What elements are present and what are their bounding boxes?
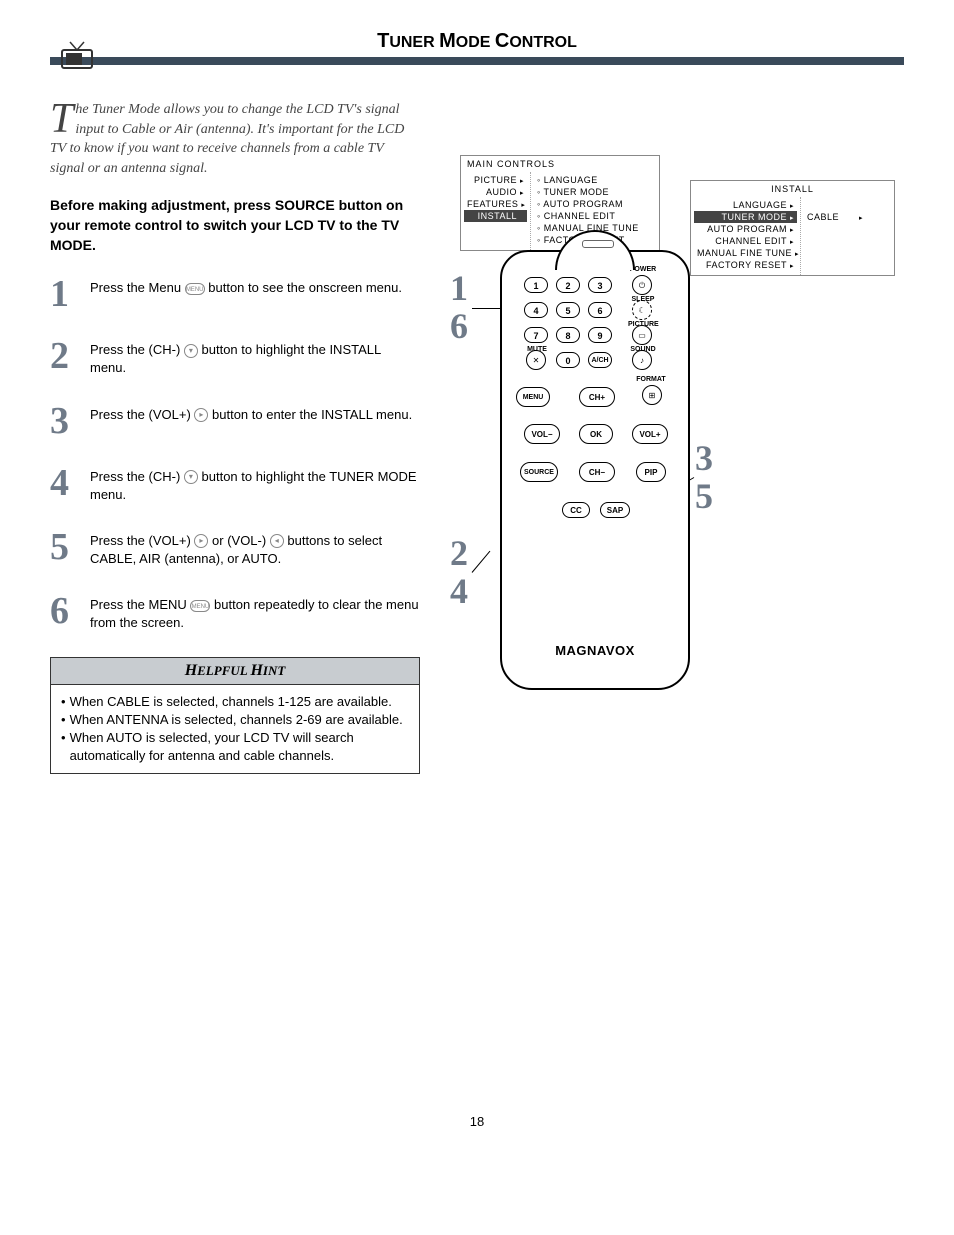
hint-bullet: When CABLE is selected, channels 1-125 a…	[61, 693, 409, 711]
callout-5: 5	[695, 478, 713, 514]
remote: 1 2 3 ⏻ POWER 4 5 6 ☾ SLEEP 7 8	[500, 230, 690, 690]
hint-box: HELPFUL HINT When CABLE is selected, cha…	[50, 657, 420, 775]
down-icon: ▾	[184, 470, 198, 484]
step-number: 6	[50, 592, 90, 630]
remote-source-btn[interactable]: SOURCE	[520, 462, 558, 482]
step-text: Press the Menu MENU button to see the on…	[90, 275, 420, 297]
tv-icon	[60, 40, 94, 73]
down-icon: ▾	[184, 344, 198, 358]
remote-ir-window	[555, 230, 635, 270]
remote-btn-1[interactable]: 1	[524, 277, 548, 293]
remote-btn-2[interactable]: 2	[556, 277, 580, 293]
remote-btn-4[interactable]: 4	[524, 302, 548, 318]
left-column: The Tuner Mode allows you to change the …	[50, 100, 420, 774]
remote-sound-btn[interactable]: ♪	[632, 350, 652, 370]
step-number: 5	[50, 528, 90, 566]
remote-brand: MAGNAVOX	[502, 643, 688, 658]
menu-item: PICTURE▸	[467, 174, 524, 186]
menu-icon: MENU	[190, 600, 210, 612]
hint-bullet: When AUTO is selected, your LCD TV will …	[61, 729, 409, 765]
step-text: Press the MENU MENU button repeatedly to…	[90, 592, 420, 632]
callout-1: 1	[450, 270, 468, 306]
step-3: 3 Press the (VOL+) ▸ button to enter the…	[50, 402, 420, 440]
remote-btn-5[interactable]: 5	[556, 302, 580, 318]
remote-sap-btn[interactable]: SAP	[600, 502, 630, 518]
menu-title: INSTALL	[691, 181, 894, 197]
page: TUNER MODE CONTROL The Tuner Mode allows…	[0, 0, 954, 1149]
page-title: TUNER MODE CONTROL	[50, 30, 904, 65]
menu-title: MAIN CONTROLS	[461, 156, 659, 172]
menu-item: FEATURES▸	[467, 198, 524, 210]
right-icon: ▸	[194, 534, 208, 548]
intro-text: The Tuner Mode allows you to change the …	[50, 100, 420, 178]
page-number: 18	[50, 1114, 904, 1129]
menu-item: ◦ TUNER MODE	[537, 186, 639, 198]
step-1: 1 Press the Menu MENU button to see the …	[50, 275, 420, 313]
left-icon: ◂	[270, 534, 284, 548]
menu-icon: MENU	[185, 283, 205, 295]
menu-item: LANGUAGE▸	[697, 199, 794, 211]
step-6: 6 Press the MENU MENU button repeatedly …	[50, 592, 420, 632]
step-2: 2 Press the (CH-) ▾ button to highlight …	[50, 337, 420, 377]
step-5: 5 Press the (VOL+) ▸ or (VOL-) ◂ buttons…	[50, 528, 420, 568]
hint-bullet: When ANTENNA is selected, channels 2-69 …	[61, 711, 409, 729]
remote-ach-btn[interactable]: A/CH	[588, 352, 612, 368]
menu-item-selected: INSTALL▸	[464, 210, 527, 222]
remote-btn-6[interactable]: 6	[588, 302, 612, 318]
remote-chminus-btn[interactable]: CH−	[579, 462, 615, 482]
callout-6: 6	[450, 308, 468, 344]
step-text: Press the (CH-) ▾ button to highlight th…	[90, 464, 420, 504]
content: The Tuner Mode allows you to change the …	[50, 100, 904, 774]
remote-mute-btn[interactable]: ✕	[526, 350, 546, 370]
remote-volminus-btn[interactable]: VOL−	[524, 424, 560, 444]
header: TUNER MODE CONTROL	[50, 30, 904, 80]
step-number: 2	[50, 337, 90, 375]
menu-item: ◦ AUTO PROGRAM	[537, 198, 639, 210]
right-column: MAIN CONTROLS PICTURE▸ AUDIO▸ FEATURES▸ …	[440, 100, 904, 774]
menu-item: ◦ LANGUAGE	[537, 174, 639, 186]
remote-btn-3[interactable]: 3	[588, 277, 612, 293]
picture-label: PICTURE	[628, 321, 658, 328]
step-text: Press the (VOL+) ▸ button to enter the I…	[90, 402, 420, 424]
step-number: 3	[50, 402, 90, 440]
remote-btn-0[interactable]: 0	[556, 352, 580, 368]
right-icon: ▸	[194, 408, 208, 422]
remote-power-btn[interactable]: ⏻	[632, 275, 652, 295]
mute-label: MUTE	[522, 346, 552, 353]
sound-label: SOUND	[628, 346, 658, 353]
step-number: 1	[50, 275, 90, 313]
remote-cc-btn[interactable]: CC	[562, 502, 590, 518]
step-number: 4	[50, 464, 90, 502]
menu-item: AUDIO▸	[467, 186, 524, 198]
remote-picture-btn[interactable]: ▭	[632, 325, 652, 345]
remote-sleep-btn[interactable]: ☾	[632, 300, 652, 320]
remote-chplus-btn[interactable]: CH+	[579, 387, 615, 407]
callout-line	[472, 551, 491, 573]
format-label: FORMAT	[636, 376, 666, 383]
callout-2: 2	[450, 535, 468, 571]
hint-body: When CABLE is selected, channels 1-125 a…	[51, 685, 419, 774]
remote-format-btn[interactable]: ⊞	[642, 385, 662, 405]
remote-volplus-btn[interactable]: VOL+	[632, 424, 668, 444]
callout-3: 3	[695, 440, 713, 476]
remote-btn-9[interactable]: 9	[588, 327, 612, 343]
hint-title: HELPFUL HINT	[51, 658, 419, 685]
callout-4: 4	[450, 573, 468, 609]
remote-btn-7[interactable]: 7	[524, 327, 548, 343]
step-text: Press the (VOL+) ▸ or (VOL-) ◂ buttons t…	[90, 528, 420, 568]
bold-note: Before making adjustment, press SOURCE b…	[50, 196, 420, 255]
remote-body: 1 2 3 ⏻ POWER 4 5 6 ☾ SLEEP 7 8	[500, 250, 690, 690]
menu-item-selected: TUNER MODE▸	[694, 211, 797, 223]
remote-ok-btn[interactable]: OK	[579, 424, 613, 444]
menu-value: CABLE▸	[807, 211, 863, 223]
remote-diagram: 1 6 2 4 3 5 1 2 3 ⏻	[450, 230, 904, 690]
remote-menu-btn[interactable]: MENU	[516, 387, 550, 407]
step-4: 4 Press the (CH-) ▾ button to highlight …	[50, 464, 420, 504]
sleep-label: SLEEP	[628, 296, 658, 303]
remote-btn-8[interactable]: 8	[556, 327, 580, 343]
remote-pip-btn[interactable]: PIP	[636, 462, 666, 482]
menu-item: ◦ CHANNEL EDIT	[537, 210, 639, 222]
step-text: Press the (CH-) ▾ button to highlight th…	[90, 337, 420, 377]
